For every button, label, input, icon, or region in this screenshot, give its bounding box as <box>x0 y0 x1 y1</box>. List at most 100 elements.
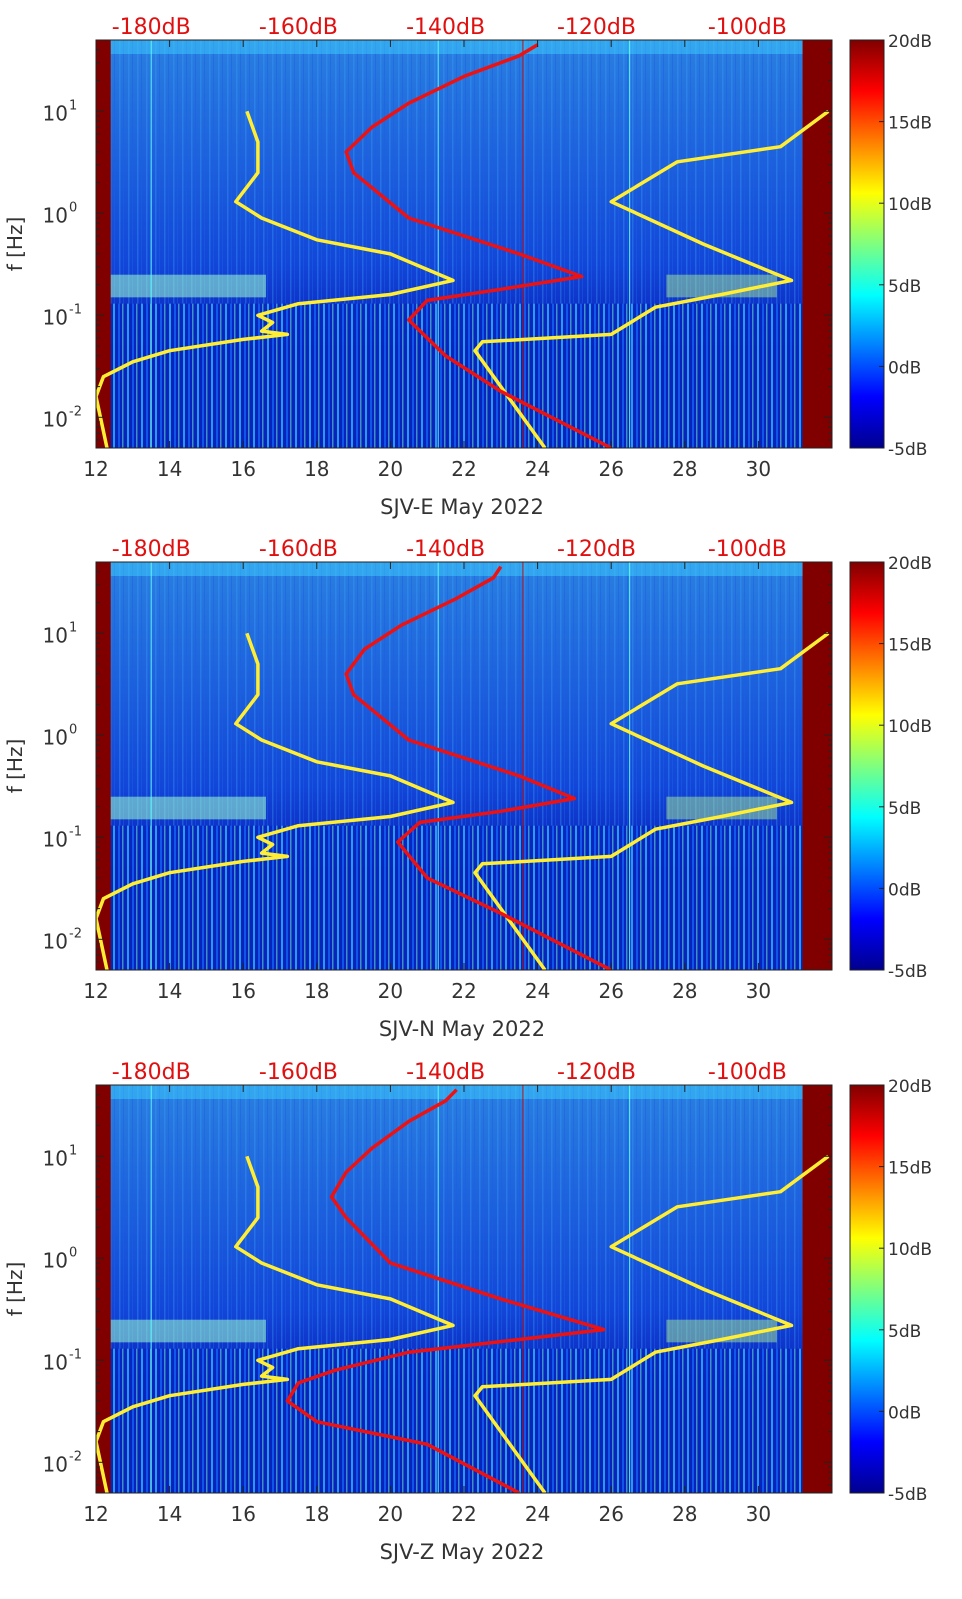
colorbar-tick-label: -5dB <box>888 1485 927 1505</box>
microseism-band <box>106 274 266 298</box>
x-axis-label: SJV-E May 2022 <box>380 495 544 519</box>
data-gap-right <box>802 40 832 448</box>
x-tick-label: 14 <box>157 979 182 1003</box>
x-tick-label: 28 <box>672 979 697 1003</box>
x-tick-label: 24 <box>525 979 550 1003</box>
spectrogram-low-band <box>96 303 832 448</box>
colorbar-tick-label: 20dB <box>888 32 932 52</box>
y-tick-exponent: 1 <box>69 1143 77 1158</box>
y-tick-label: 10 <box>43 929 68 953</box>
x-tick-label: 12 <box>83 979 108 1003</box>
x-axis-label: SJV-N May 2022 <box>379 1017 545 1041</box>
y-axis-label: f [Hz] <box>3 217 27 272</box>
red-noise-curve <box>344 43 612 448</box>
spectrogram-low-band <box>96 825 832 970</box>
y-tick-label: 10 <box>43 725 68 749</box>
x-tick-label: 16 <box>230 1502 255 1526</box>
y-tick-exponent: -1 <box>69 1347 82 1362</box>
x-tick-label: 18 <box>304 1502 329 1526</box>
colorbar-tick-label: 20dB <box>888 1077 932 1097</box>
spectrogram-streaks <box>96 40 832 304</box>
spectrogram-streaks <box>96 562 832 826</box>
top-db-label: -100dB <box>708 537 787 562</box>
y-tick-label: 10 <box>43 203 68 227</box>
data-gap-right <box>802 562 832 970</box>
colorbar-tick-label: 20dB <box>888 554 932 574</box>
yellow-low-noise-model <box>96 110 455 448</box>
x-tick-label: 30 <box>746 1502 771 1526</box>
x-tick-label: 22 <box>451 1502 476 1526</box>
top-db-label: -140dB <box>406 537 485 562</box>
colorbar-tick-label: 0dB <box>888 358 921 378</box>
yellow-high-noise-model <box>473 109 830 448</box>
spectrogram-streaks <box>96 1085 832 1349</box>
microseism-band <box>666 796 777 820</box>
top-db-label: -160dB <box>259 1060 338 1085</box>
yellow-high-noise-model <box>473 631 830 970</box>
y-tick-label: 10 <box>43 101 68 125</box>
x-tick-label: 26 <box>598 979 623 1003</box>
top-db-label: -180dB <box>112 1060 191 1085</box>
y-tick-label: 10 <box>43 1146 68 1170</box>
colorbar-tick-label: -5dB <box>888 962 927 982</box>
colorbar-tick-label: 15dB <box>888 636 932 656</box>
top-db-label: -100dB <box>708 1060 787 1085</box>
y-tick-label: 10 <box>43 305 68 329</box>
y-tick-label: 10 <box>43 827 68 851</box>
data-gap-right <box>802 1085 832 1493</box>
colorbar-tick-label: 10dB <box>888 1240 932 1260</box>
yellow-low-noise-model <box>96 632 455 970</box>
colorbar-tick-label: 15dB <box>888 114 932 134</box>
y-axis-label: f [Hz] <box>3 739 27 794</box>
top-db-label: -160dB <box>259 15 338 40</box>
y-tick-label: 10 <box>43 1248 68 1272</box>
x-axis-label: SJV-Z May 2022 <box>380 1540 545 1564</box>
colorbar-tick-label: 5dB <box>888 799 921 819</box>
y-axis-label: f [Hz] <box>3 1262 27 1317</box>
y-tick-label: 10 <box>43 623 68 647</box>
top-db-label: -140dB <box>406 15 485 40</box>
x-tick-label: 14 <box>157 1502 182 1526</box>
y-tick-exponent: -2 <box>69 926 82 941</box>
x-tick-label: 18 <box>304 979 329 1003</box>
microseism-band <box>106 1319 266 1343</box>
y-tick-label: 10 <box>43 1452 68 1476</box>
y-tick-exponent: -2 <box>69 1449 82 1464</box>
y-tick-exponent: -2 <box>69 404 82 419</box>
x-tick-label: 22 <box>451 979 476 1003</box>
x-tick-label: 20 <box>378 457 403 481</box>
colorbar-tick-label: 10dB <box>888 717 932 737</box>
red-noise-curve <box>285 1088 606 1493</box>
x-tick-label: 16 <box>230 457 255 481</box>
x-tick-label: 22 <box>451 457 476 481</box>
x-tick-label: 26 <box>598 1502 623 1526</box>
top-db-label: -120dB <box>557 15 636 40</box>
colorbar <box>849 39 885 449</box>
x-tick-label: 14 <box>157 457 182 481</box>
y-tick-exponent: 0 <box>69 200 77 215</box>
y-tick-exponent: 1 <box>69 620 77 635</box>
colorbar-tick-label: 5dB <box>888 1322 921 1342</box>
colorbar-tick-label: 15dB <box>888 1159 932 1179</box>
microseism-band <box>666 1319 777 1343</box>
y-tick-exponent: 1 <box>69 98 77 113</box>
yellow-low-noise-model <box>96 1155 455 1493</box>
x-tick-label: 26 <box>598 457 623 481</box>
x-tick-label: 20 <box>378 979 403 1003</box>
colorbar-tick-label: -5dB <box>888 440 927 460</box>
top-db-label: -180dB <box>112 537 191 562</box>
colorbar-tick-label: 5dB <box>888 277 921 297</box>
y-tick-label: 10 <box>43 407 68 431</box>
top-db-label: -120dB <box>557 537 636 562</box>
x-tick-label: 24 <box>525 457 550 481</box>
x-tick-label: 30 <box>746 457 771 481</box>
y-tick-exponent: -1 <box>69 824 82 839</box>
x-tick-label: 28 <box>672 1502 697 1526</box>
top-db-label: -140dB <box>406 1060 485 1085</box>
colorbar-tick-label: 0dB <box>888 1403 921 1423</box>
x-tick-label: 12 <box>83 457 108 481</box>
microseism-band <box>666 274 777 298</box>
colorbar <box>849 561 885 971</box>
